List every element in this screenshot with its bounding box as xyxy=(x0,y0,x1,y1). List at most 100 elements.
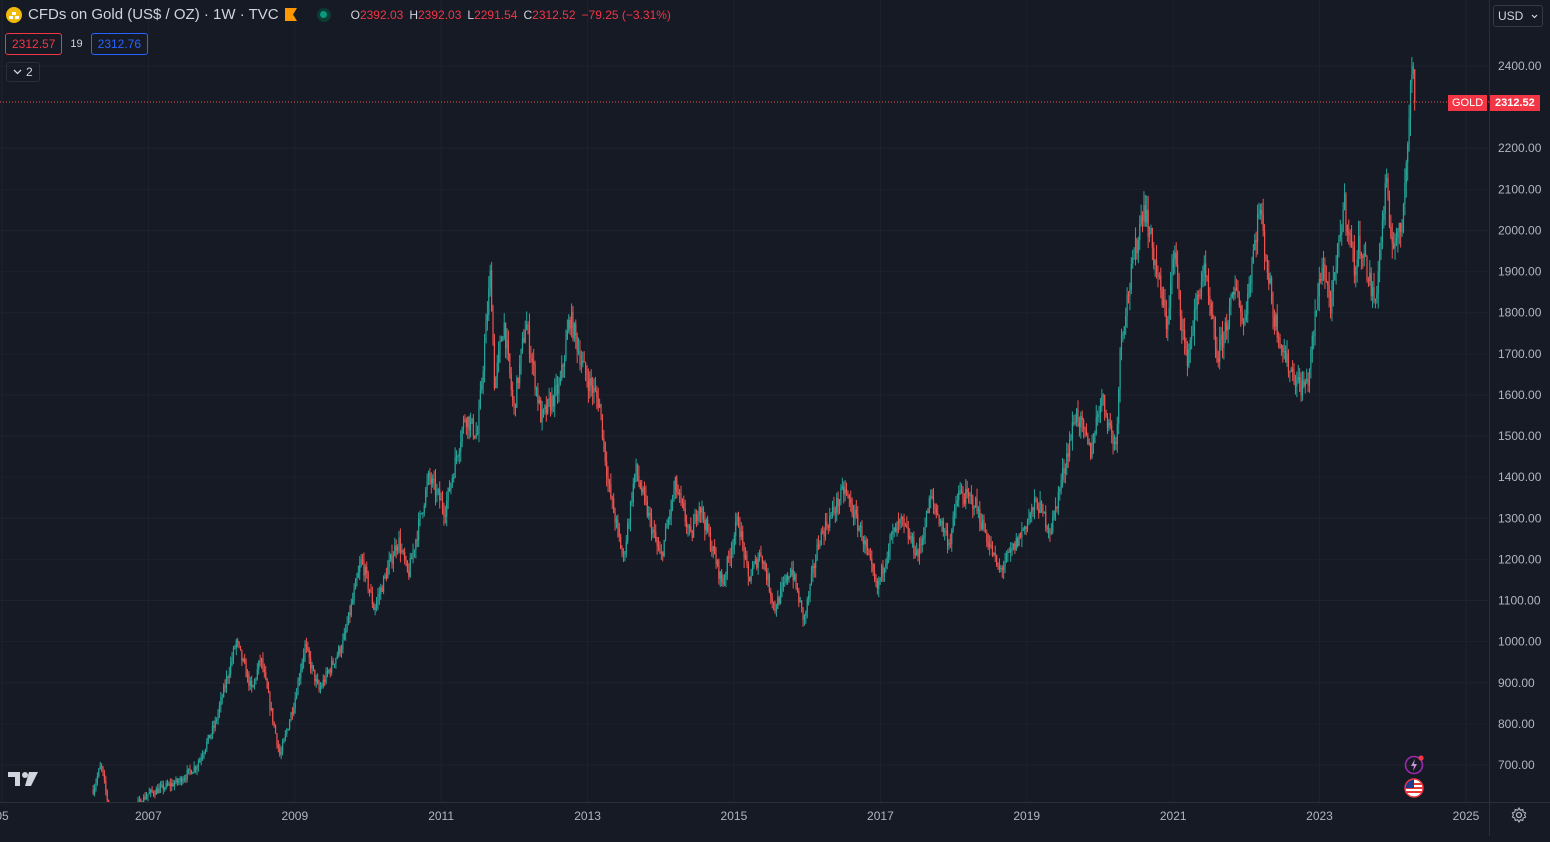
candle-body xyxy=(232,648,235,659)
candle-body xyxy=(885,564,887,568)
candle xyxy=(1359,220,1361,260)
currency-select[interactable]: USD xyxy=(1493,5,1543,27)
symbol-title[interactable]: CFDs on Gold (US$ / OZ) · 1W · TVC xyxy=(28,6,279,23)
candle xyxy=(352,592,354,605)
lightning-icon[interactable] xyxy=(1404,754,1426,776)
candle-body xyxy=(876,580,878,589)
candle xyxy=(1325,265,1327,283)
candle xyxy=(420,512,423,515)
candle xyxy=(223,683,225,698)
candle-body xyxy=(991,545,994,556)
candle-body xyxy=(1245,314,1247,321)
candle xyxy=(1285,345,1287,363)
candle-body xyxy=(267,688,270,693)
candle-body xyxy=(819,545,821,547)
candle-body xyxy=(151,789,153,792)
candle-body xyxy=(969,495,971,497)
candle-body xyxy=(441,499,444,509)
tradingview-logo-icon[interactable] xyxy=(8,770,40,788)
candle-body xyxy=(1230,298,1232,307)
time-axis[interactable]: 0520072009201120132015201720192021202320… xyxy=(0,802,1550,837)
candle xyxy=(956,493,958,507)
candle-body xyxy=(252,685,254,688)
candle xyxy=(152,790,155,797)
candle-body xyxy=(1057,491,1059,509)
candle xyxy=(1078,416,1081,437)
candle xyxy=(610,473,612,500)
candle xyxy=(1317,282,1319,311)
candle xyxy=(1061,457,1064,488)
candle xyxy=(266,677,268,690)
price-axis[interactable]: 700.00800.00900.001000.001100.001200.001… xyxy=(1490,0,1550,802)
sell-button[interactable]: 2312.57 xyxy=(5,33,63,55)
candle xyxy=(858,525,860,532)
candle xyxy=(638,465,640,488)
candle-body xyxy=(1271,278,1273,303)
candle-body xyxy=(220,697,222,706)
candle xyxy=(450,482,452,495)
market-status-icon[interactable] xyxy=(316,7,331,22)
candle xyxy=(204,748,207,755)
candle xyxy=(429,468,431,486)
candle-body xyxy=(603,438,605,443)
candle xyxy=(799,596,801,603)
candle-body xyxy=(1408,118,1410,145)
candle-body xyxy=(709,532,712,550)
candle-body xyxy=(1162,299,1165,306)
candle-body xyxy=(395,545,397,551)
candle xyxy=(826,512,828,531)
candle xyxy=(1401,219,1403,237)
candle xyxy=(360,553,362,568)
candle-body xyxy=(893,527,895,532)
candle xyxy=(1386,168,1388,188)
candle-body xyxy=(1216,348,1218,359)
candle-body xyxy=(848,495,850,500)
candle xyxy=(1094,430,1096,444)
candle xyxy=(411,553,413,560)
candle xyxy=(460,430,462,462)
candle-body xyxy=(287,729,289,731)
candle xyxy=(1273,309,1276,335)
candle xyxy=(563,354,566,379)
candlestick-chart[interactable] xyxy=(0,0,1490,802)
candle-body xyxy=(663,539,665,556)
candle xyxy=(1209,287,1211,316)
candle xyxy=(1381,210,1384,250)
candle xyxy=(628,518,630,530)
gear-icon[interactable] xyxy=(1511,807,1527,823)
candle-body xyxy=(364,566,366,576)
candle-body xyxy=(520,349,522,364)
candle-body xyxy=(725,574,727,578)
candle-body xyxy=(649,512,651,518)
candle-body xyxy=(1017,537,1019,546)
candle xyxy=(1220,327,1222,351)
candle-body xyxy=(871,558,873,565)
candle-body xyxy=(506,340,508,349)
candle-body xyxy=(340,649,343,654)
candle-body xyxy=(527,324,529,326)
candle-body xyxy=(952,516,954,531)
candle xyxy=(606,451,608,487)
candle-body xyxy=(274,725,277,734)
candle-body xyxy=(328,670,330,673)
candle-body xyxy=(1067,453,1069,457)
candle-body xyxy=(1283,351,1285,353)
candle-body xyxy=(1339,234,1341,237)
candle xyxy=(1247,284,1249,323)
indicators-toggle-button[interactable]: 2 xyxy=(6,62,40,82)
us-flag-icon[interactable] xyxy=(1404,778,1424,798)
watchlist-flag-icon[interactable] xyxy=(284,8,297,21)
candle xyxy=(1332,265,1334,307)
candle xyxy=(397,544,399,555)
candle xyxy=(1028,508,1030,526)
buy-button[interactable]: 2312.76 xyxy=(90,33,149,55)
candle xyxy=(141,800,143,802)
candle-body xyxy=(903,518,905,524)
candle-body xyxy=(729,557,731,559)
candle-body xyxy=(148,792,150,795)
candle-body xyxy=(1186,349,1189,367)
candle-body xyxy=(516,377,518,408)
candle-body xyxy=(478,407,480,434)
x-tick-label: 2019 xyxy=(1013,809,1040,823)
candle-body xyxy=(164,787,166,790)
